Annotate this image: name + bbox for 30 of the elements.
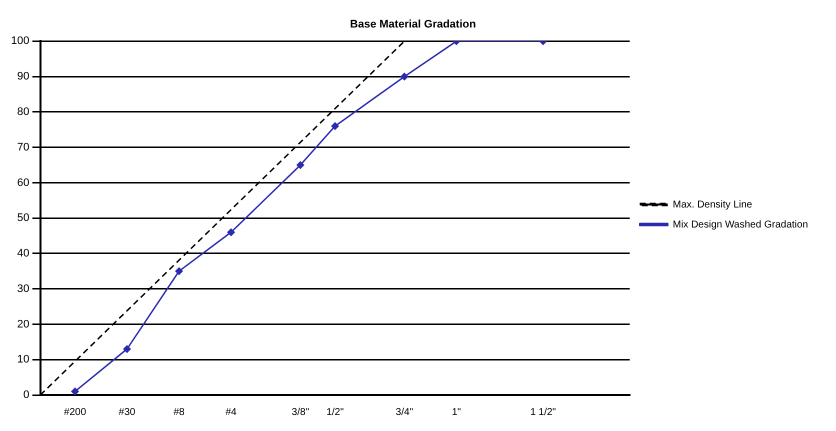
y-tick-label: 90 <box>17 70 30 83</box>
y-tick-label: 70 <box>17 141 30 154</box>
point <box>71 388 79 395</box>
point <box>227 228 235 236</box>
y-tick-label: 100 <box>10 35 30 48</box>
x-tick-label: #200 <box>64 406 87 418</box>
y-tick-label: 30 <box>17 282 30 295</box>
x-tick-label: 3/4" <box>396 406 414 418</box>
y-tick-label: 60 <box>17 176 30 189</box>
y-tick-label: 0 <box>23 389 30 402</box>
point <box>331 122 339 130</box>
y-tick-label: 20 <box>17 318 30 330</box>
point <box>296 161 304 169</box>
x-tick-label: #4 <box>225 406 238 418</box>
legend-label: Max. Density Line <box>672 199 753 210</box>
x-tick-label: 1" <box>452 406 462 418</box>
point <box>123 345 131 353</box>
y-tick-label: 50 <box>17 212 30 224</box>
y-tick-label: 40 <box>17 248 30 260</box>
x-tick-label: 3/8" <box>292 406 310 418</box>
chart-title: Base Material Gradation <box>350 18 476 31</box>
legend-label: Mix Design Washed Gradation <box>672 219 808 230</box>
x-tick-label: #8 <box>173 406 186 418</box>
point <box>175 267 183 275</box>
x-tick-label: 1/2" <box>326 406 344 418</box>
x-tick-label: 1 1/2" <box>530 406 556 418</box>
point <box>400 72 408 80</box>
x-tick-label: #30 <box>118 406 136 418</box>
y-tick-label: 10 <box>17 354 30 366</box>
y-tick-label: 80 <box>17 106 30 118</box>
